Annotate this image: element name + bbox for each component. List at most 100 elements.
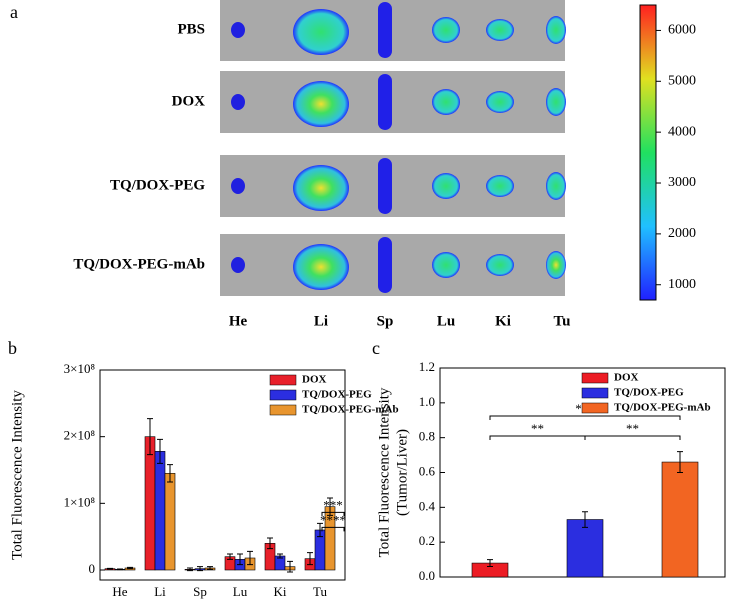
y-tick-label: 0.6 [419,463,436,478]
x-tick-label: He [112,584,127,599]
legend-swatch [269,389,297,401]
significance-bracket [489,415,681,420]
significance-label: *** [323,497,343,512]
colorbar-tick-label: 2000 [668,226,696,241]
error-bar [187,567,193,572]
legend-swatch [581,387,609,399]
y-tick-label: 2×10⁸ [64,428,96,443]
column-label: Sp [377,313,394,329]
error-bar [167,464,173,483]
x-tick-label: Ki [274,584,287,599]
column-label: He [229,313,248,329]
y-tick-label: 1.2 [419,359,435,374]
column-label: Ki [495,313,511,329]
y-axis-label: Total Fluorescence Intensity [9,390,25,560]
plot-frame [99,369,346,581]
x-tick-label: Tu [313,584,327,599]
organ [546,172,566,200]
x-tick-label: Sp [193,584,207,599]
panel-label: c [372,338,380,358]
bar [566,519,604,578]
column-label: Li [314,313,328,329]
error-bar [247,550,253,566]
significance-bracket [489,435,586,440]
error-bar [197,566,203,572]
error-bar [267,537,273,550]
panel-label: b [8,338,17,358]
colorbar-tick-label: 4000 [668,124,696,139]
significance-label: ** [531,421,544,436]
organ [231,94,245,110]
y-tick-label: 0.2 [419,533,435,548]
bar [661,461,699,578]
organ [432,252,460,278]
organ [231,22,245,38]
legend-label: TQ/DOX-PEG [302,389,372,401]
y-tick-label: 0.8 [419,429,435,444]
organ [486,19,514,41]
organ [293,244,349,290]
panel-label: a [10,2,18,22]
error-bar [307,552,313,566]
legend-label: DOX [302,374,327,386]
error-bar [207,566,213,570]
y-axis-label: (Tumor/Liver) [394,429,410,516]
organ [231,257,245,273]
organ [486,91,514,113]
bar [154,451,166,571]
error-bar [157,438,163,464]
organ [432,89,460,115]
organ [378,158,392,214]
legend-swatch [269,374,297,386]
y-axis-label: Total Fluorescence Intensity [376,387,392,557]
colorbar-tick-label: 1000 [668,277,696,292]
y-tick-label: 1.0 [419,394,435,409]
error-bar [227,553,233,560]
colorbar-tick-label: 5000 [668,74,696,89]
organ [486,175,514,197]
row-label: TQ/DOX-PEG [110,177,205,193]
organ [432,17,460,43]
organ [293,81,349,127]
significance-bracket [321,526,345,532]
y-tick-label: 0.0 [419,568,435,583]
bar [144,436,156,571]
legend-label: DOX [614,372,639,384]
significance-label: ** [626,421,639,436]
error-bar [287,560,293,573]
column-label: Tu [554,313,571,329]
organ [293,165,349,211]
legend-swatch [581,372,609,384]
organ [546,251,566,279]
organ [378,74,392,130]
error-bar [317,522,323,538]
organ [486,254,514,276]
legend-swatch [581,402,609,414]
y-tick-label: 3×10⁸ [64,361,96,376]
row-label: PBS [177,21,205,37]
colorbar-tick-label: 6000 [668,23,696,38]
error-bar [127,566,133,570]
organ [432,173,460,199]
column-label: Lu [437,313,455,329]
bar [164,473,176,571]
significance-label: **** [320,512,346,527]
organ [378,2,392,58]
significance-bracket [584,435,681,440]
organ [546,16,566,44]
row-label: DOX [172,93,206,109]
colorbar [639,4,657,301]
legend-label: TQ/DOX-PEG [614,387,684,399]
row-label: TQ/DOX-PEG-mAb [73,256,205,272]
x-tick-label: Lu [233,584,248,599]
error-bar [677,451,683,473]
error-bar [487,559,493,568]
error-bar [277,553,283,559]
error-bar [117,568,123,571]
error-bar [147,418,153,456]
organ [293,9,349,55]
colorbar-tick-label: 3000 [668,175,696,190]
legend-label: TQ/DOX-PEG-mAb [614,402,711,414]
significance-bracket [321,511,345,517]
